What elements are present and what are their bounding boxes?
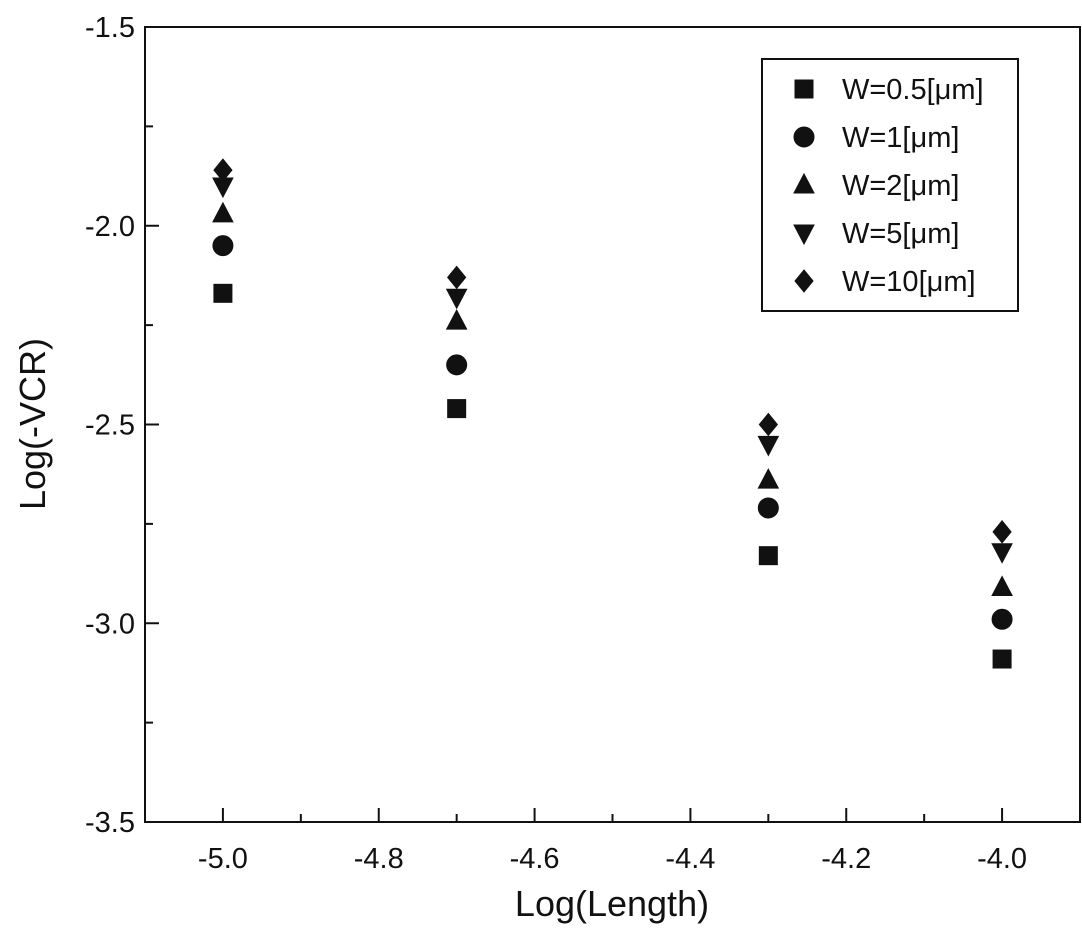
y-axis-ticks: -1.5 -2.0 -2.5 -3.0 -3.5 (85, 12, 159, 839)
marker-triangle-down (991, 543, 1013, 564)
marker-diamond (213, 158, 233, 182)
marker-square (992, 649, 1012, 669)
legend-label: W=1[μm] (842, 122, 959, 154)
x-axis-ticks: -5.0 -4.8 -4.6 -4.4 -4.2 -4.0 (144, 808, 1027, 875)
x-tick-label: -4.4 (665, 843, 715, 875)
marker-legend-diamond (794, 269, 814, 293)
marker-circle (212, 235, 234, 257)
marker-circle (446, 354, 468, 376)
legend: W=0.5[μm] W=1[μm] W=2[μm] W=5[μm] W=10[μm] (761, 58, 1019, 312)
marker-square (758, 546, 778, 566)
x-tick-label: -5.0 (198, 843, 248, 875)
marker-triangle-down (445, 288, 468, 310)
y-tick-label: -2.5 (85, 410, 135, 442)
y-tick-label: -3.5 (85, 807, 135, 839)
y-axis-title: Log(-VCR) (12, 338, 53, 510)
x-tick-label: -4.0 (977, 843, 1027, 875)
marker-diamond (992, 520, 1012, 544)
x-tick-label: -4.2 (821, 843, 871, 875)
data-markers (212, 158, 1013, 669)
marker-circle (991, 608, 1013, 630)
marker-diamond (758, 412, 778, 437)
marker-triangle-down (757, 435, 780, 457)
marker-circle (757, 497, 779, 519)
x-tick-label: -4.8 (354, 843, 404, 875)
marker-legend-triangle-up (793, 172, 815, 194)
marker-legend-triangle-down (793, 224, 815, 246)
marker-triangle-up (991, 575, 1013, 596)
y-tick-label: -1.5 (85, 12, 135, 44)
legend-label: W=10[μm] (842, 266, 976, 298)
marker-diamond (447, 265, 467, 290)
y-tick-label: -2.0 (85, 211, 135, 243)
marker-square (447, 399, 467, 419)
x-axis-title: Log(Length) (515, 883, 709, 924)
marker-triangle-up (445, 309, 468, 330)
legend-items: W=0.5[μm] W=1[μm] W=2[μm] W=5[μm] W=10[μm] (793, 74, 984, 298)
marker-legend-square (794, 79, 814, 99)
legend-label: W=0.5[μm] (842, 74, 984, 106)
legend-label: W=2[μm] (842, 170, 959, 202)
x-tick-label: -4.6 (510, 843, 560, 875)
marker-triangle-up (757, 468, 780, 489)
marker-square (213, 283, 233, 303)
y-tick-label: -3.0 (85, 608, 135, 640)
legend-label: W=5[μm] (842, 218, 959, 250)
marker-triangle-up (212, 201, 234, 223)
marker-legend-circle (793, 126, 815, 148)
